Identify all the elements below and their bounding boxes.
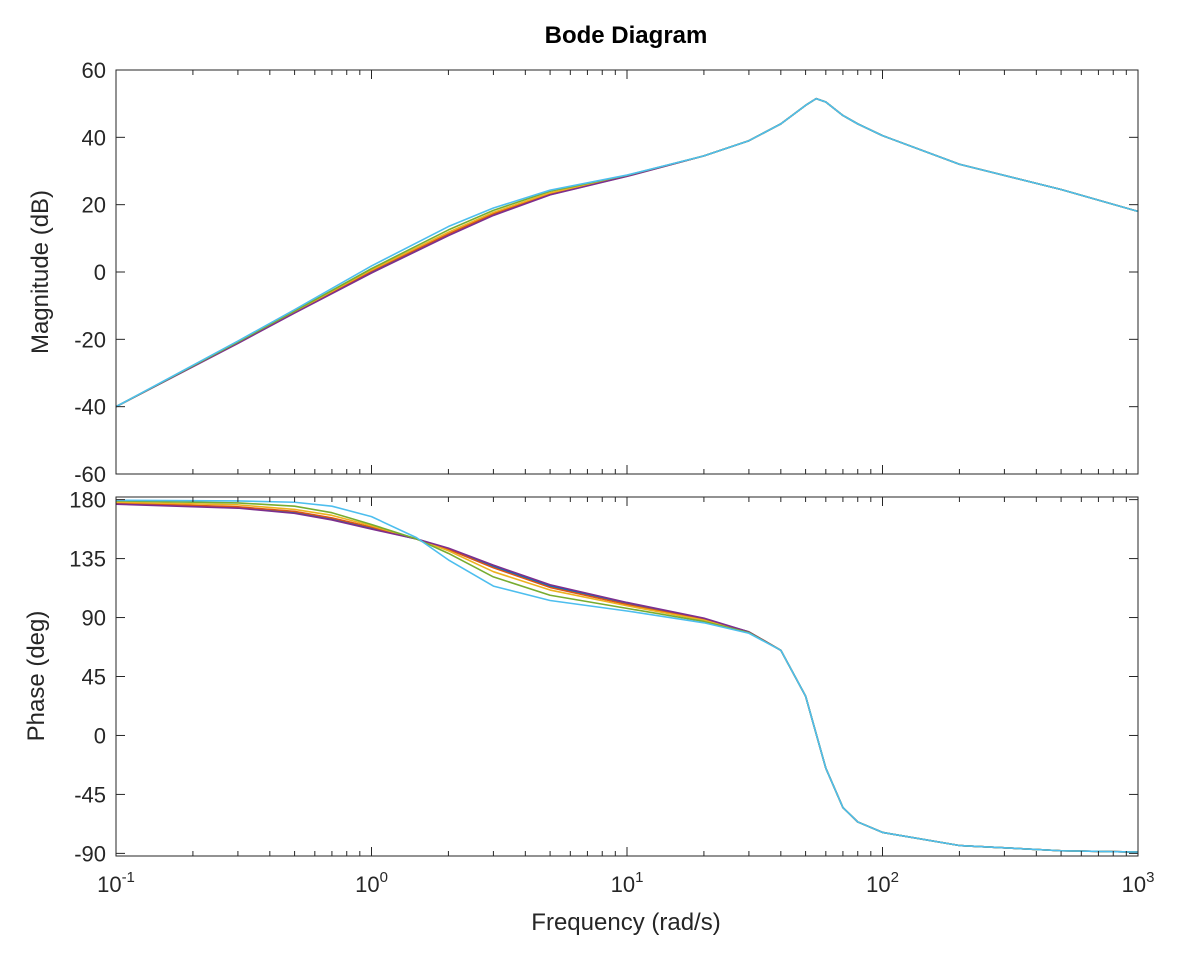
- x-axis-label: Frequency (rad/s): [531, 909, 720, 936]
- x-tick-label-exponent: 1: [635, 869, 643, 886]
- phase-y-tick-label: 45: [82, 665, 106, 690]
- x-tick-label-base: 10: [611, 872, 635, 897]
- phase-y-tick-label: 135: [69, 547, 106, 572]
- x-tick-label-base: 10: [97, 872, 121, 897]
- magnitude-series-line-1: [116, 97, 1138, 408]
- x-tick-label-base: 10: [866, 872, 890, 897]
- x-tick-label-base: 10: [1122, 872, 1146, 897]
- x-tick-label-exponent: 2: [891, 869, 899, 886]
- x-tick-label: 101: [611, 869, 644, 897]
- phase-y-axis-label: Phase (deg): [23, 611, 50, 742]
- x-tick-label: 103: [1122, 869, 1155, 897]
- phase-series-line-6: [116, 499, 1138, 853]
- magnitude-y-tick-label: -60: [74, 462, 106, 487]
- x-tick-label-exponent: -1: [122, 869, 135, 886]
- magnitude-y-tick-label: 0: [94, 260, 106, 285]
- phase-series-line-2: [116, 502, 1138, 853]
- x-tick-label-exponent: 0: [380, 869, 388, 886]
- x-tick-label: 10-1: [97, 869, 135, 897]
- phase-series-line-3: [116, 501, 1138, 853]
- x-tick-label-base: 10: [355, 872, 379, 897]
- phase-y-tick-label: 180: [69, 488, 106, 513]
- magnitude-y-tick-label: -20: [74, 327, 106, 352]
- x-tick-label: 100: [355, 869, 388, 897]
- magnitude-panel: 60 40 20 0 -20 -40 -60: [74, 58, 1139, 487]
- phase-series-line-1: [116, 502, 1138, 853]
- magnitude-series-line-4: [116, 97, 1138, 408]
- magnitude-y-tick-label: -40: [74, 395, 106, 420]
- magnitude-y-tick-label: 60: [82, 58, 106, 83]
- magnitude-series-line-3: [116, 97, 1138, 408]
- phase-y-tick-label: 90: [82, 606, 106, 631]
- phase-series-line-5: [116, 500, 1138, 853]
- x-tick-label-exponent: 3: [1146, 869, 1154, 886]
- chart-title: Bode Diagram: [545, 22, 708, 49]
- x-tick-label: 102: [866, 869, 899, 897]
- phase-axes-box: [115, 496, 1139, 857]
- magnitude-series-line-2: [116, 97, 1138, 408]
- phase-y-tick-label: 0: [94, 723, 106, 748]
- magnitude-y-axis-label: Magnitude (dB): [27, 190, 54, 354]
- magnitude-series-line-5: [116, 97, 1138, 408]
- magnitude-y-tick-label: 40: [82, 125, 106, 150]
- magnitude-y-tick-label: 20: [82, 193, 106, 218]
- magnitude-series-line-6: [116, 97, 1138, 408]
- phase-y-tick-label: -45: [74, 782, 106, 807]
- phase-y-tick-label: -90: [74, 841, 106, 866]
- phase-series-line-4: [116, 503, 1138, 853]
- magnitude-axes-box: [115, 69, 1139, 475]
